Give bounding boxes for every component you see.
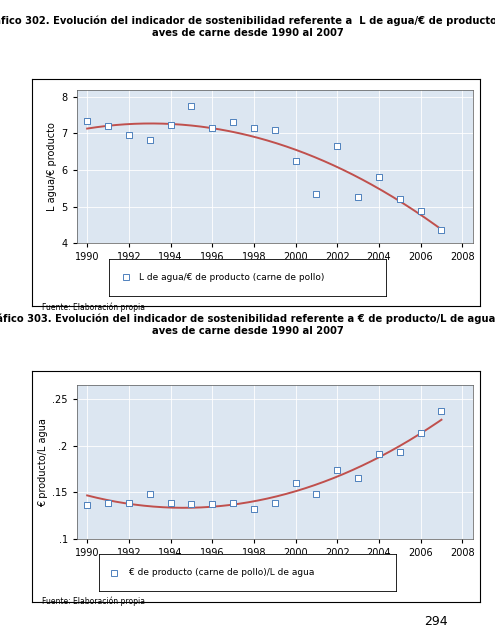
Text: € de producto (carne de pollo)/L de agua: € de producto (carne de pollo)/L de agua (129, 568, 314, 577)
Text: Fuente: Elaboración propia: Fuente: Elaboración propia (42, 596, 145, 606)
X-axis label: Años: Años (262, 268, 288, 278)
Point (438, 406, 446, 417)
Point (166, 120, 174, 131)
Point (166, 498, 174, 508)
Point (125, 130, 133, 140)
Point (208, 123, 216, 133)
Point (354, 193, 362, 203)
Y-axis label: L agua/€ producto: L agua/€ producto (48, 122, 57, 211)
Text: Gráfico 302. Evolución del indicador de sostenibilidad referente a  L de agua/€ : Gráfico 302. Evolución del indicador de … (0, 16, 495, 38)
Point (312, 189, 320, 199)
Point (188, 499, 196, 509)
Point (354, 473, 362, 483)
Point (125, 498, 133, 508)
Point (146, 489, 153, 499)
Point (271, 498, 279, 508)
Point (333, 141, 341, 152)
Point (375, 449, 383, 460)
Point (83, 116, 91, 126)
Text: Fuente: Elaboración propia: Fuente: Elaboración propia (42, 302, 145, 312)
Y-axis label: € producto/L agua: € producto/L agua (38, 418, 48, 506)
Point (333, 465, 341, 475)
Point (375, 172, 383, 182)
Point (417, 206, 425, 216)
Point (396, 194, 404, 204)
Point (250, 504, 258, 514)
Point (104, 121, 112, 131)
Point (188, 101, 196, 111)
Point (292, 156, 299, 166)
Point (438, 225, 446, 236)
Point (229, 116, 237, 127)
Point (292, 478, 299, 488)
Point (271, 125, 279, 135)
Point (312, 489, 320, 499)
Point (417, 428, 425, 438)
Text: Gráfico 303. Evolución del indicador de sostenibilidad referente a € de producto: Gráfico 303. Evolución del indicador de … (0, 314, 495, 336)
Point (229, 498, 237, 508)
Point (146, 135, 153, 145)
Point (250, 123, 258, 133)
Text: L de agua/€ de producto (carne de pollo): L de agua/€ de producto (carne de pollo) (140, 273, 325, 282)
Text: 294: 294 (424, 616, 447, 628)
Point (104, 498, 112, 508)
Point (396, 447, 404, 458)
X-axis label: Años: Años (262, 563, 288, 573)
Point (208, 499, 216, 509)
Point (83, 500, 91, 510)
